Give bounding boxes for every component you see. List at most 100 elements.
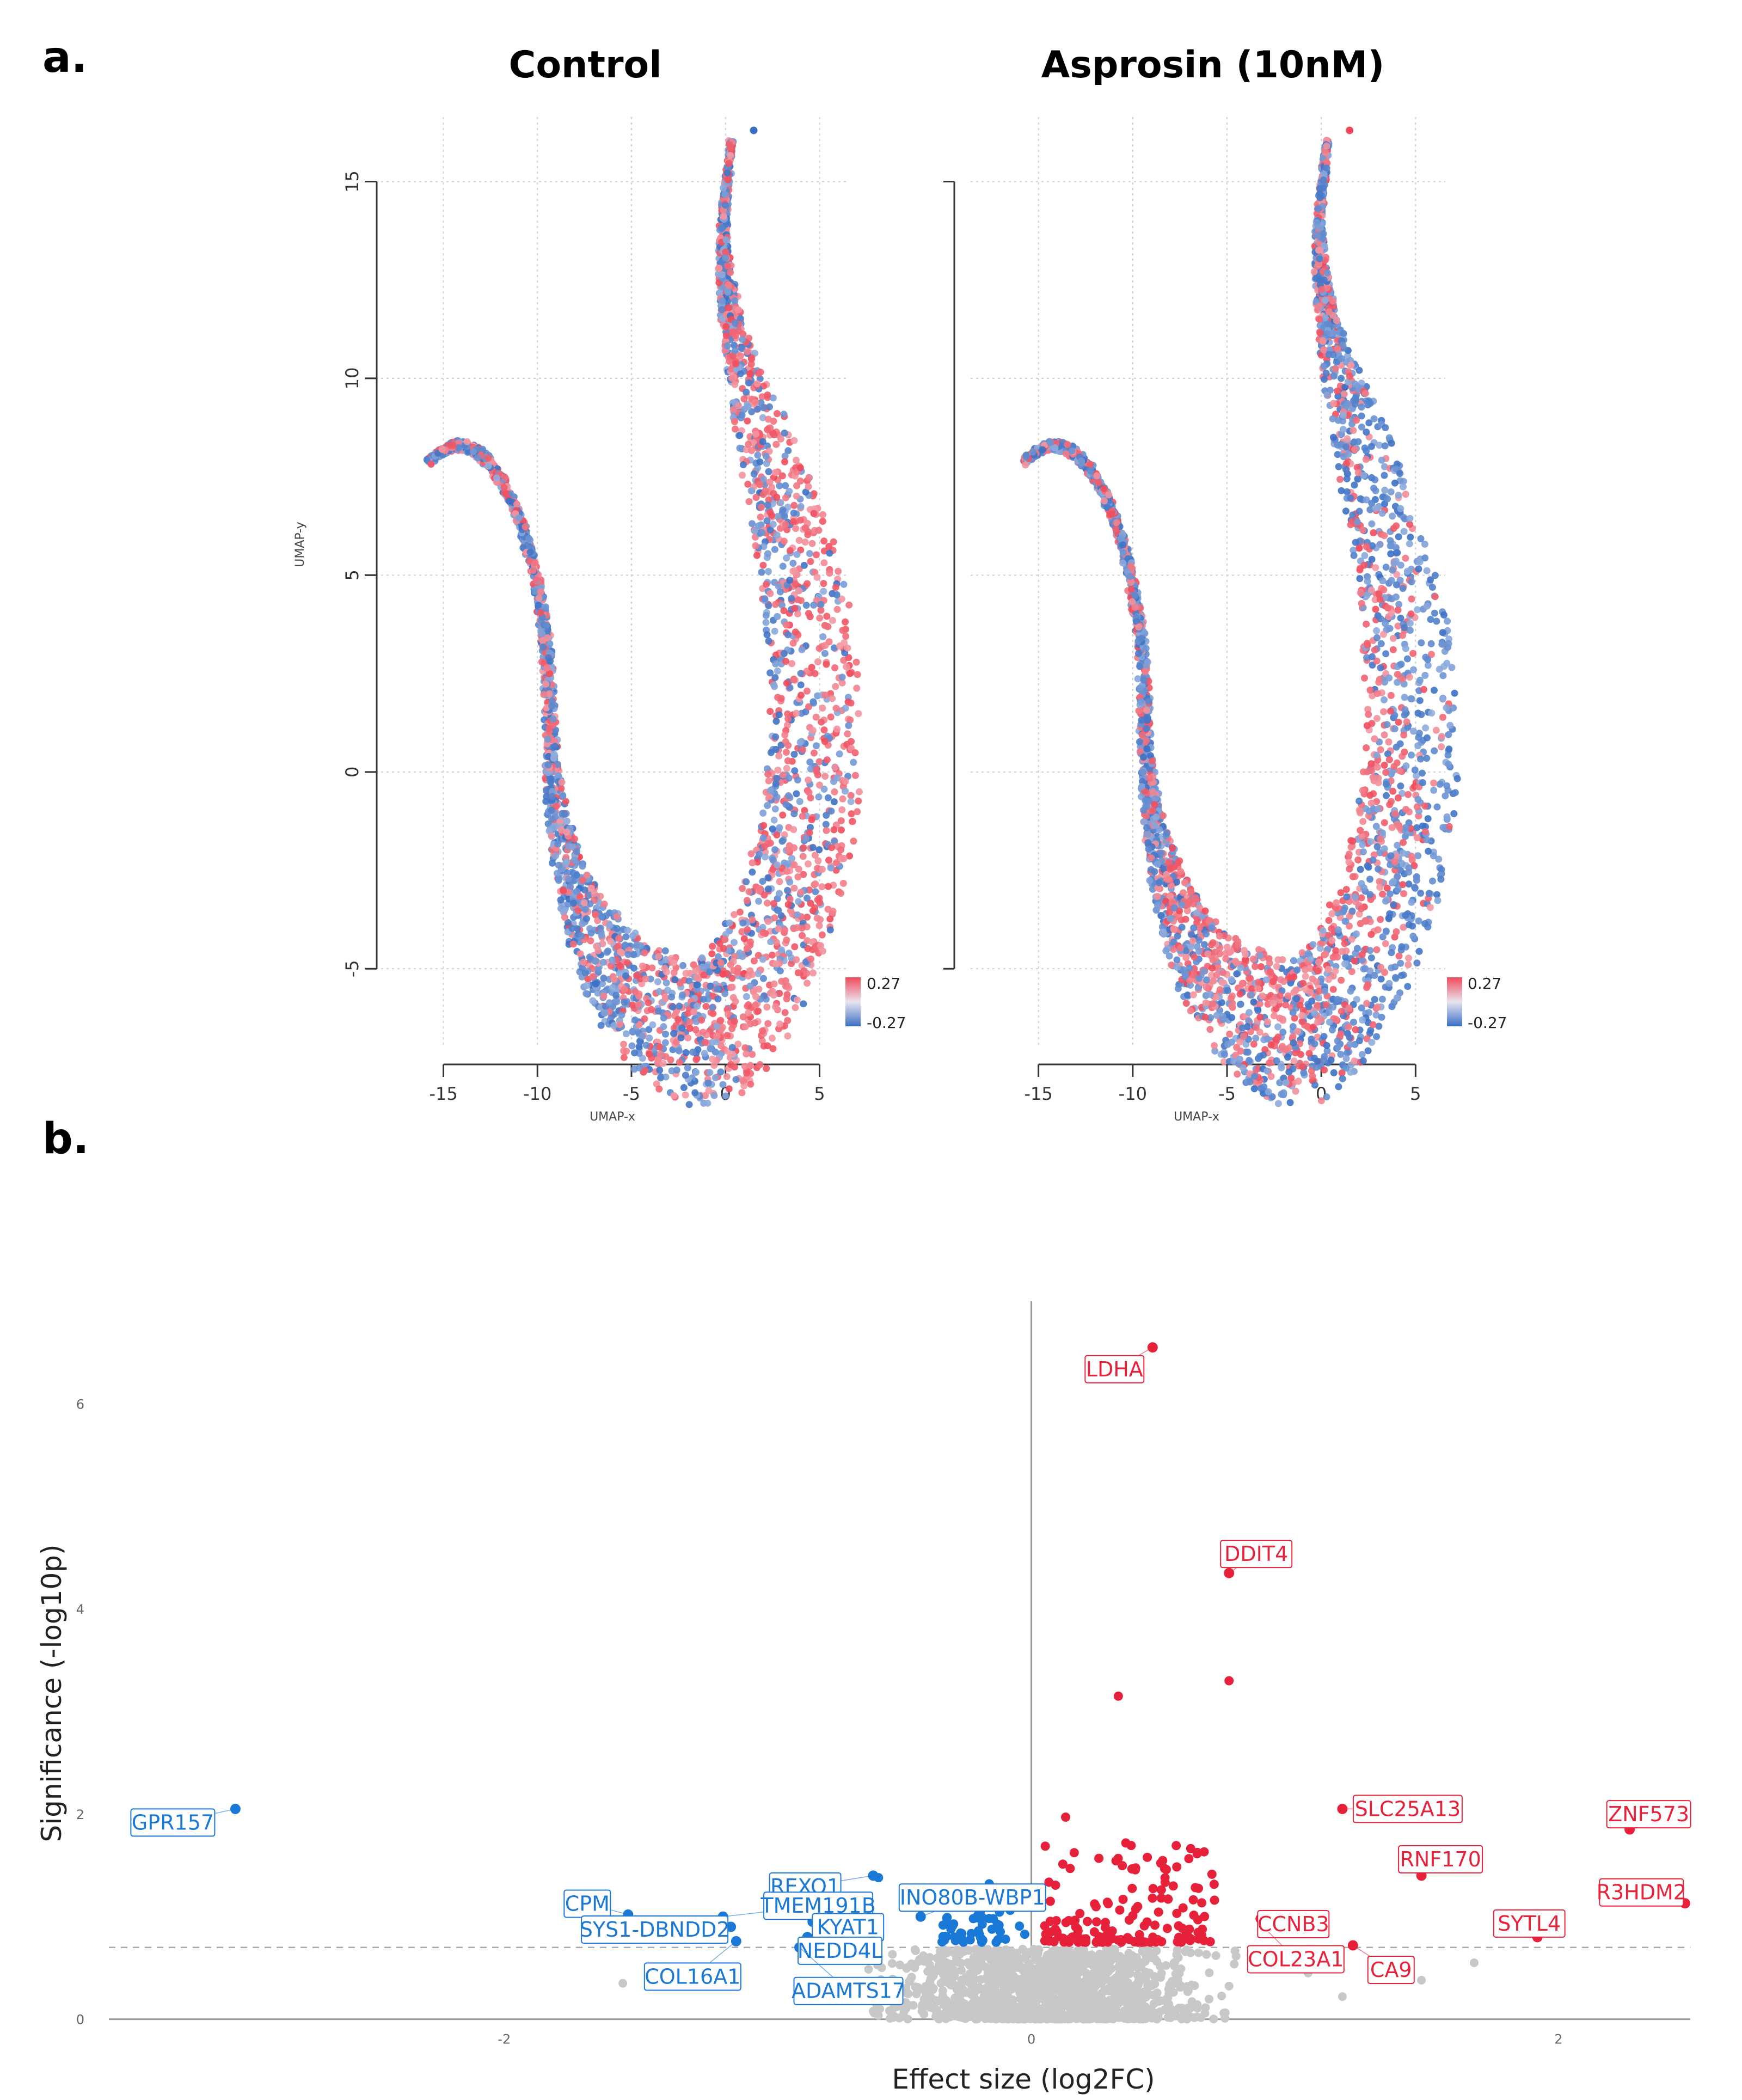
umap-point bbox=[775, 907, 782, 914]
umap-point bbox=[746, 967, 754, 975]
umap-point bbox=[790, 884, 798, 892]
umap-point bbox=[783, 936, 790, 944]
umap-point bbox=[700, 995, 707, 1003]
umap-point bbox=[779, 811, 787, 819]
umap-point bbox=[1427, 640, 1435, 647]
umap-point bbox=[832, 683, 839, 690]
umap-point bbox=[784, 631, 792, 639]
umap-point bbox=[750, 126, 758, 134]
umap-point bbox=[1382, 650, 1390, 658]
umap-point bbox=[764, 501, 771, 509]
umap-point bbox=[766, 793, 774, 800]
umap-point bbox=[532, 576, 540, 584]
umap-point bbox=[470, 448, 477, 456]
umap-point bbox=[747, 1080, 755, 1088]
umap-point bbox=[842, 787, 849, 795]
umap-point bbox=[766, 478, 774, 486]
umap-point bbox=[639, 962, 646, 970]
umap-point bbox=[609, 956, 616, 964]
umap-point bbox=[746, 370, 754, 378]
umap-point bbox=[597, 1021, 605, 1029]
umap-point bbox=[833, 591, 841, 598]
umap-point bbox=[822, 821, 830, 828]
umap-point bbox=[1350, 427, 1357, 434]
grid bbox=[971, 117, 1445, 1045]
umap-point bbox=[773, 775, 781, 782]
umap-point bbox=[693, 974, 701, 981]
umap-point bbox=[781, 1009, 789, 1017]
umap-point bbox=[1382, 940, 1389, 947]
umap-point bbox=[855, 710, 862, 718]
umap-point bbox=[800, 561, 808, 569]
umap-point bbox=[587, 929, 595, 937]
umap-point bbox=[722, 201, 729, 209]
umap-point bbox=[718, 225, 726, 232]
umap-point bbox=[621, 999, 628, 1006]
umap-point bbox=[1345, 850, 1353, 858]
umap-point bbox=[1361, 552, 1369, 559]
umap-point bbox=[813, 573, 821, 581]
umap-point bbox=[709, 1055, 716, 1063]
umap-point bbox=[851, 749, 859, 757]
umap-point bbox=[789, 567, 797, 575]
umap-point bbox=[737, 414, 745, 421]
umap-point bbox=[780, 650, 788, 657]
umap-point bbox=[580, 899, 588, 907]
umap-point bbox=[669, 1003, 677, 1011]
umap-point bbox=[1419, 769, 1426, 777]
umap-point bbox=[701, 1038, 709, 1046]
umap-point bbox=[1444, 617, 1451, 625]
umap-point bbox=[825, 883, 832, 890]
umap-point bbox=[780, 411, 788, 418]
umap-point bbox=[847, 792, 855, 799]
umap-point bbox=[576, 950, 584, 958]
umap-point bbox=[729, 328, 737, 336]
umap-point bbox=[793, 996, 801, 1004]
umap-point bbox=[772, 939, 780, 946]
umap-point bbox=[826, 549, 833, 557]
umap-point bbox=[740, 935, 748, 942]
umap-point bbox=[1429, 584, 1436, 591]
umap-point bbox=[790, 501, 798, 509]
umap-point bbox=[815, 846, 823, 854]
umap-point bbox=[754, 405, 762, 413]
umap-point bbox=[1366, 792, 1374, 799]
umap-point bbox=[690, 961, 697, 969]
umap-point bbox=[570, 899, 577, 907]
umap-point bbox=[799, 932, 806, 939]
umap-point bbox=[732, 425, 739, 433]
umap-point bbox=[739, 885, 746, 892]
umap-point bbox=[832, 705, 840, 712]
umap-point bbox=[821, 738, 829, 745]
umap-point bbox=[815, 793, 823, 801]
umap-point bbox=[820, 580, 827, 587]
umap-point bbox=[613, 998, 621, 1006]
umap-point bbox=[526, 548, 534, 556]
umap-point bbox=[660, 1014, 667, 1022]
umap-point bbox=[752, 494, 760, 501]
umap-point bbox=[583, 982, 591, 989]
umap-point bbox=[741, 1023, 749, 1031]
umap-point bbox=[826, 570, 833, 577]
umap-point bbox=[637, 942, 645, 950]
umap-point bbox=[709, 1010, 717, 1018]
umap-point bbox=[554, 840, 562, 848]
umap-point bbox=[749, 916, 756, 923]
umap-point bbox=[765, 777, 772, 785]
umap-point bbox=[763, 1065, 770, 1072]
umap-point bbox=[1423, 755, 1431, 762]
umap-point bbox=[612, 991, 620, 999]
umap-point bbox=[791, 604, 799, 612]
umap-point bbox=[1363, 620, 1370, 628]
umap-point bbox=[1332, 947, 1340, 954]
umap-point bbox=[655, 1085, 663, 1093]
umap-point bbox=[783, 764, 790, 772]
umap-point bbox=[818, 931, 826, 939]
umap-point bbox=[819, 511, 826, 518]
y-axis-label: UMAP-y bbox=[293, 522, 307, 567]
umap-point bbox=[790, 437, 798, 444]
umap-point bbox=[738, 928, 746, 936]
umap-point bbox=[747, 356, 755, 363]
umap-point bbox=[660, 1023, 667, 1031]
